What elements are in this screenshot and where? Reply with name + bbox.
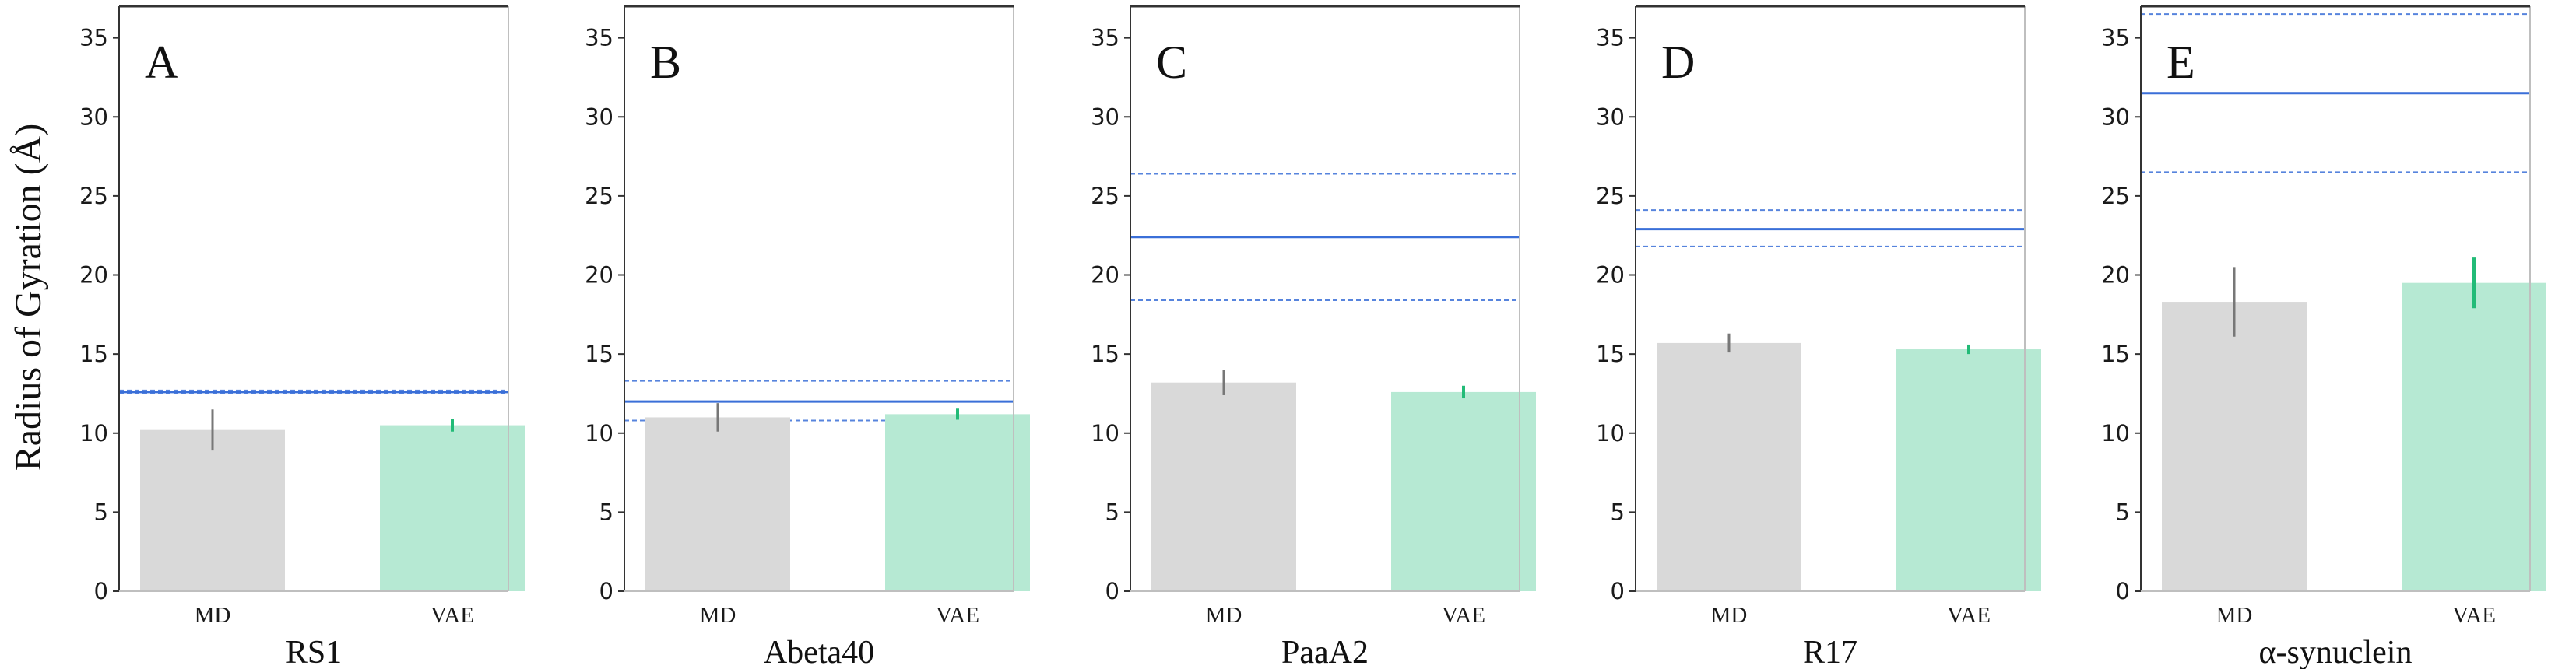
bar-vae	[2402, 282, 2546, 591]
panel-a: MD VAE 0 5 10 15 20 25 30 35 A RS1	[79, 5, 525, 669]
y-tick-label: 15	[79, 341, 108, 367]
category-label-vae: VAE	[936, 603, 979, 628]
panel-b: MD VAE 0 5 10 15 20 25 30 35 B Abeta40	[585, 5, 1030, 669]
panel-title: PaaA2	[1281, 635, 1369, 669]
category-label-md: MD	[2216, 603, 2253, 628]
panels: MD VAE 0 5 10 15 20 25 30 35 A RS1 MD VAE 0 5 10 15 20 25 30…	[79, 5, 2546, 669]
panel-title: R17	[1803, 635, 1857, 669]
y-tick-label: 15	[585, 341, 613, 367]
y-tick-label: 0	[1611, 578, 1625, 604]
y-tick-label: 30	[1091, 103, 1119, 130]
panel-d: MD VAE 0 5 10 15 20 25 30 35 D R17	[1596, 5, 2041, 669]
y-tick-label: 10	[2101, 420, 2130, 447]
y-tick-label: 35	[1091, 25, 1119, 51]
bar-md	[1151, 382, 1296, 591]
y-tick-label: 20	[79, 262, 108, 289]
y-tick-label: 20	[2101, 262, 2130, 289]
y-tick-label: 30	[2101, 103, 2130, 130]
bar-vae	[380, 425, 525, 591]
bar-vae	[1896, 349, 2041, 591]
y-tick-label: 10	[79, 420, 108, 447]
panel-letter: B	[650, 37, 681, 88]
y-tick-label: 10	[1596, 420, 1625, 447]
y-tick-label: 15	[1596, 341, 1625, 367]
category-label-md: MD	[1711, 603, 1748, 628]
panel-letter: C	[1156, 37, 1187, 88]
panel-title: Abeta40	[764, 635, 874, 669]
y-tick-label: 30	[79, 103, 108, 130]
y-tick-label: 0	[599, 578, 613, 604]
panel-letter: A	[145, 37, 178, 88]
panel-c: MD VAE 0 5 10 15 20 25 30 35 C PaaA2	[1091, 5, 1536, 669]
y-tick-label: 5	[1105, 499, 1119, 525]
y-tick-label: 30	[1596, 103, 1625, 130]
y-tick-label: 25	[1091, 183, 1119, 209]
y-axis-label: Radius of Gyration (Å)	[8, 124, 49, 471]
y-tick-label: 25	[79, 183, 108, 209]
y-tick-label: 20	[1596, 262, 1625, 289]
y-tick-label: 5	[2116, 499, 2130, 525]
y-tick-label: 25	[1596, 183, 1625, 209]
y-tick-label: 10	[1091, 420, 1119, 447]
category-label-md: MD	[195, 603, 231, 628]
panel-letter: E	[2167, 37, 2195, 88]
bar-md	[645, 417, 790, 591]
y-tick-label: 5	[599, 499, 613, 525]
y-tick-label: 5	[94, 499, 108, 525]
y-tick-label: 30	[585, 103, 613, 130]
panel-e: MD VAE 0 5 10 15 20 25 30 35 Eα-synuclein	[2101, 5, 2546, 669]
y-tick-label: 15	[1091, 341, 1119, 367]
category-label-md: MD	[1206, 603, 1242, 628]
y-tick-label: 25	[585, 183, 613, 209]
category-label-vae: VAE	[2452, 603, 2496, 628]
y-tick-label: 10	[585, 420, 613, 447]
y-tick-label: 35	[79, 25, 108, 51]
y-tick-label: 0	[2116, 578, 2130, 604]
panel-letter: D	[1661, 37, 1695, 88]
panel-title: RS1	[286, 635, 342, 669]
y-tick-label: 35	[585, 25, 613, 51]
category-label-vae: VAE	[1442, 603, 1485, 628]
bar-md	[1657, 342, 1801, 591]
y-tick-label: 25	[2101, 183, 2130, 209]
y-tick-label: 20	[585, 262, 613, 289]
bar-md	[2162, 302, 2307, 591]
bar-md	[140, 429, 285, 591]
category-label-vae: VAE	[431, 603, 474, 628]
y-tick-label: 0	[94, 578, 108, 604]
y-tick-label: 35	[1596, 25, 1625, 51]
y-tick-label: 0	[1105, 578, 1119, 604]
panel-title: α-synuclein	[2259, 635, 2413, 669]
y-tick-label: 35	[2101, 25, 2130, 51]
y-tick-label: 15	[2101, 341, 2130, 367]
bar-vae	[1391, 391, 1536, 591]
y-tick-label: 5	[1611, 499, 1625, 525]
category-label-md: MD	[700, 603, 736, 628]
y-tick-label: 20	[1091, 262, 1119, 289]
category-label-vae: VAE	[1947, 603, 1991, 628]
bar-vae	[885, 414, 1030, 591]
